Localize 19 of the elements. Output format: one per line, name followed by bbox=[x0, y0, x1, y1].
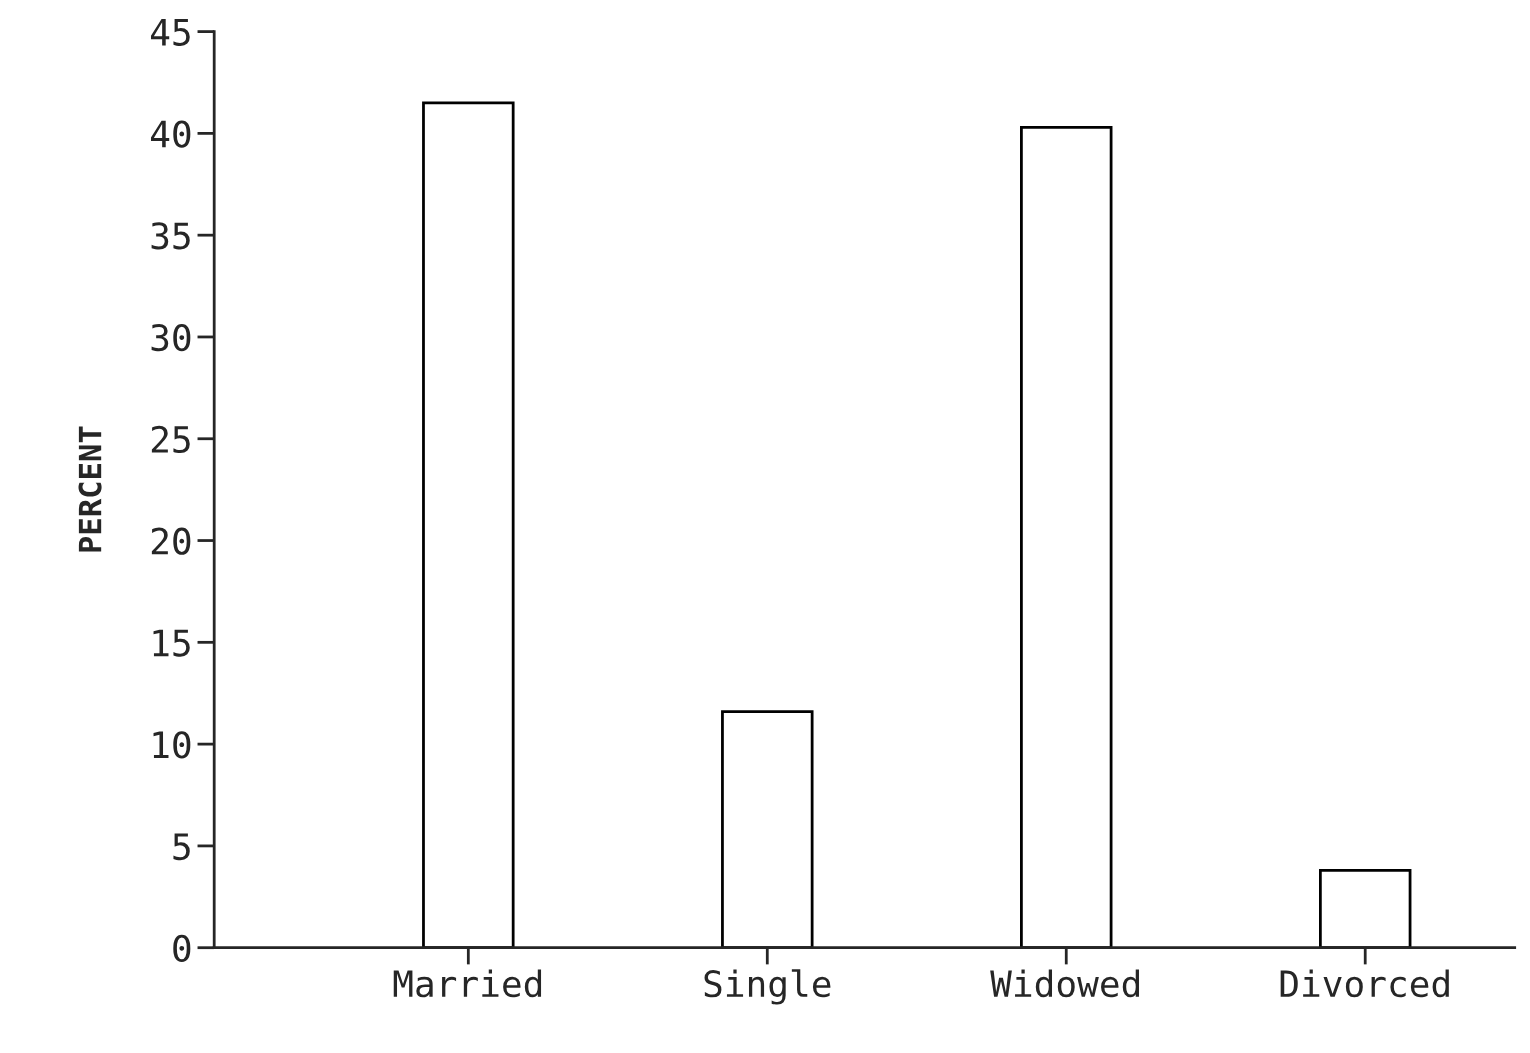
x-tick-label: Widowed bbox=[990, 969, 1139, 998]
bar bbox=[1318, 868, 1412, 948]
y-tick-label: 15 bbox=[153, 629, 190, 657]
y-tick-label: 30 bbox=[151, 323, 191, 352]
y-tick-label: 5 bbox=[173, 833, 190, 861]
y-tick-label: 45 bbox=[150, 19, 190, 46]
bar bbox=[721, 710, 814, 948]
bar bbox=[422, 101, 515, 948]
y-tick-label: 25 bbox=[151, 425, 190, 454]
x-tick-label: Single bbox=[704, 969, 831, 1005]
bar bbox=[1020, 125, 1113, 948]
y-axis-title: PERCENT bbox=[78, 426, 102, 552]
x-tick-label: Married bbox=[393, 969, 542, 998]
y-tick-label: 35 bbox=[151, 222, 190, 250]
y-tick-label: 40 bbox=[150, 120, 191, 148]
y-tick-label: 0 bbox=[173, 934, 191, 963]
y-tick-label: 10 bbox=[153, 731, 191, 759]
x-tick-label: Divorced bbox=[1280, 969, 1449, 998]
y-tick-label: 20 bbox=[151, 527, 191, 555]
